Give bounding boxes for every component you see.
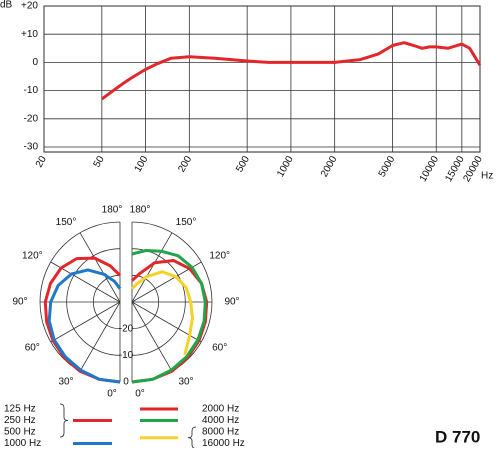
x-tick-label: 500 [234,154,252,174]
x-tick-label: 2000 [319,154,340,179]
angle-label: 30° [58,376,73,387]
legend-label: 8000 Hz [202,427,239,438]
radial-line [79,232,121,303]
angle-label: 90° [12,297,27,308]
r-tick-label: -20 [119,323,134,334]
x-tick-label: 20 [34,154,49,170]
angle-label: 150° [56,217,77,228]
x-tick-label: 100 [133,154,151,174]
y-tick-label: +20 [21,1,38,12]
r-tick-label: -10 [119,350,134,361]
angle-label: 30° [178,376,193,387]
x-axis-label: Hz [481,171,493,182]
x-tick-label: 1000 [275,154,296,179]
legend-label: 500 Hz [4,427,36,438]
radial-line [79,301,121,372]
brace [59,403,69,438]
legend-label: 4000 Hz [202,415,239,426]
angle-label: 180° [130,205,151,216]
radial-line [50,301,121,343]
angle-label: 0° [135,389,145,400]
legend-label: 250 Hz [4,415,36,426]
legend-label: 125 Hz [4,404,36,415]
legend-label: 16000 Hz [202,438,245,448]
y-tick-label: -30 [24,142,39,153]
r-tick-label: 0 [123,377,129,388]
angle-label: 0° [107,389,117,400]
response-curve [100,41,482,101]
plot-frame [43,5,481,153]
x-tick-label: 50 [92,154,107,170]
polar-curve [131,249,207,384]
polar-curve [47,268,122,384]
radial-line [131,301,173,372]
y-tick-label: 0 [32,57,38,68]
angle-label: 90° [224,297,239,308]
x-tick-label: 5000 [377,154,398,179]
angle-label: 180° [102,205,123,216]
angle-label: 120° [22,251,43,262]
legend-label: 1000 Hz [4,438,41,448]
angle-label: 150° [176,217,197,228]
y-axis-label: dB [0,0,13,11]
angle-label: 60° [212,343,227,354]
y-tick-label: -10 [24,85,39,96]
angle-label: 60° [25,343,40,354]
model-name: D 770 [435,427,480,446]
x-tick-label: 10000 [418,154,442,184]
legend-label: 2000 Hz [202,404,239,415]
y-tick-label: +10 [21,29,38,40]
angle-label: 120° [209,251,230,262]
polar-curve [130,270,194,356]
y-tick-label: -20 [24,113,39,124]
brace [187,426,197,449]
x-tick-label: 200 [176,154,194,174]
radial-line [131,232,173,303]
